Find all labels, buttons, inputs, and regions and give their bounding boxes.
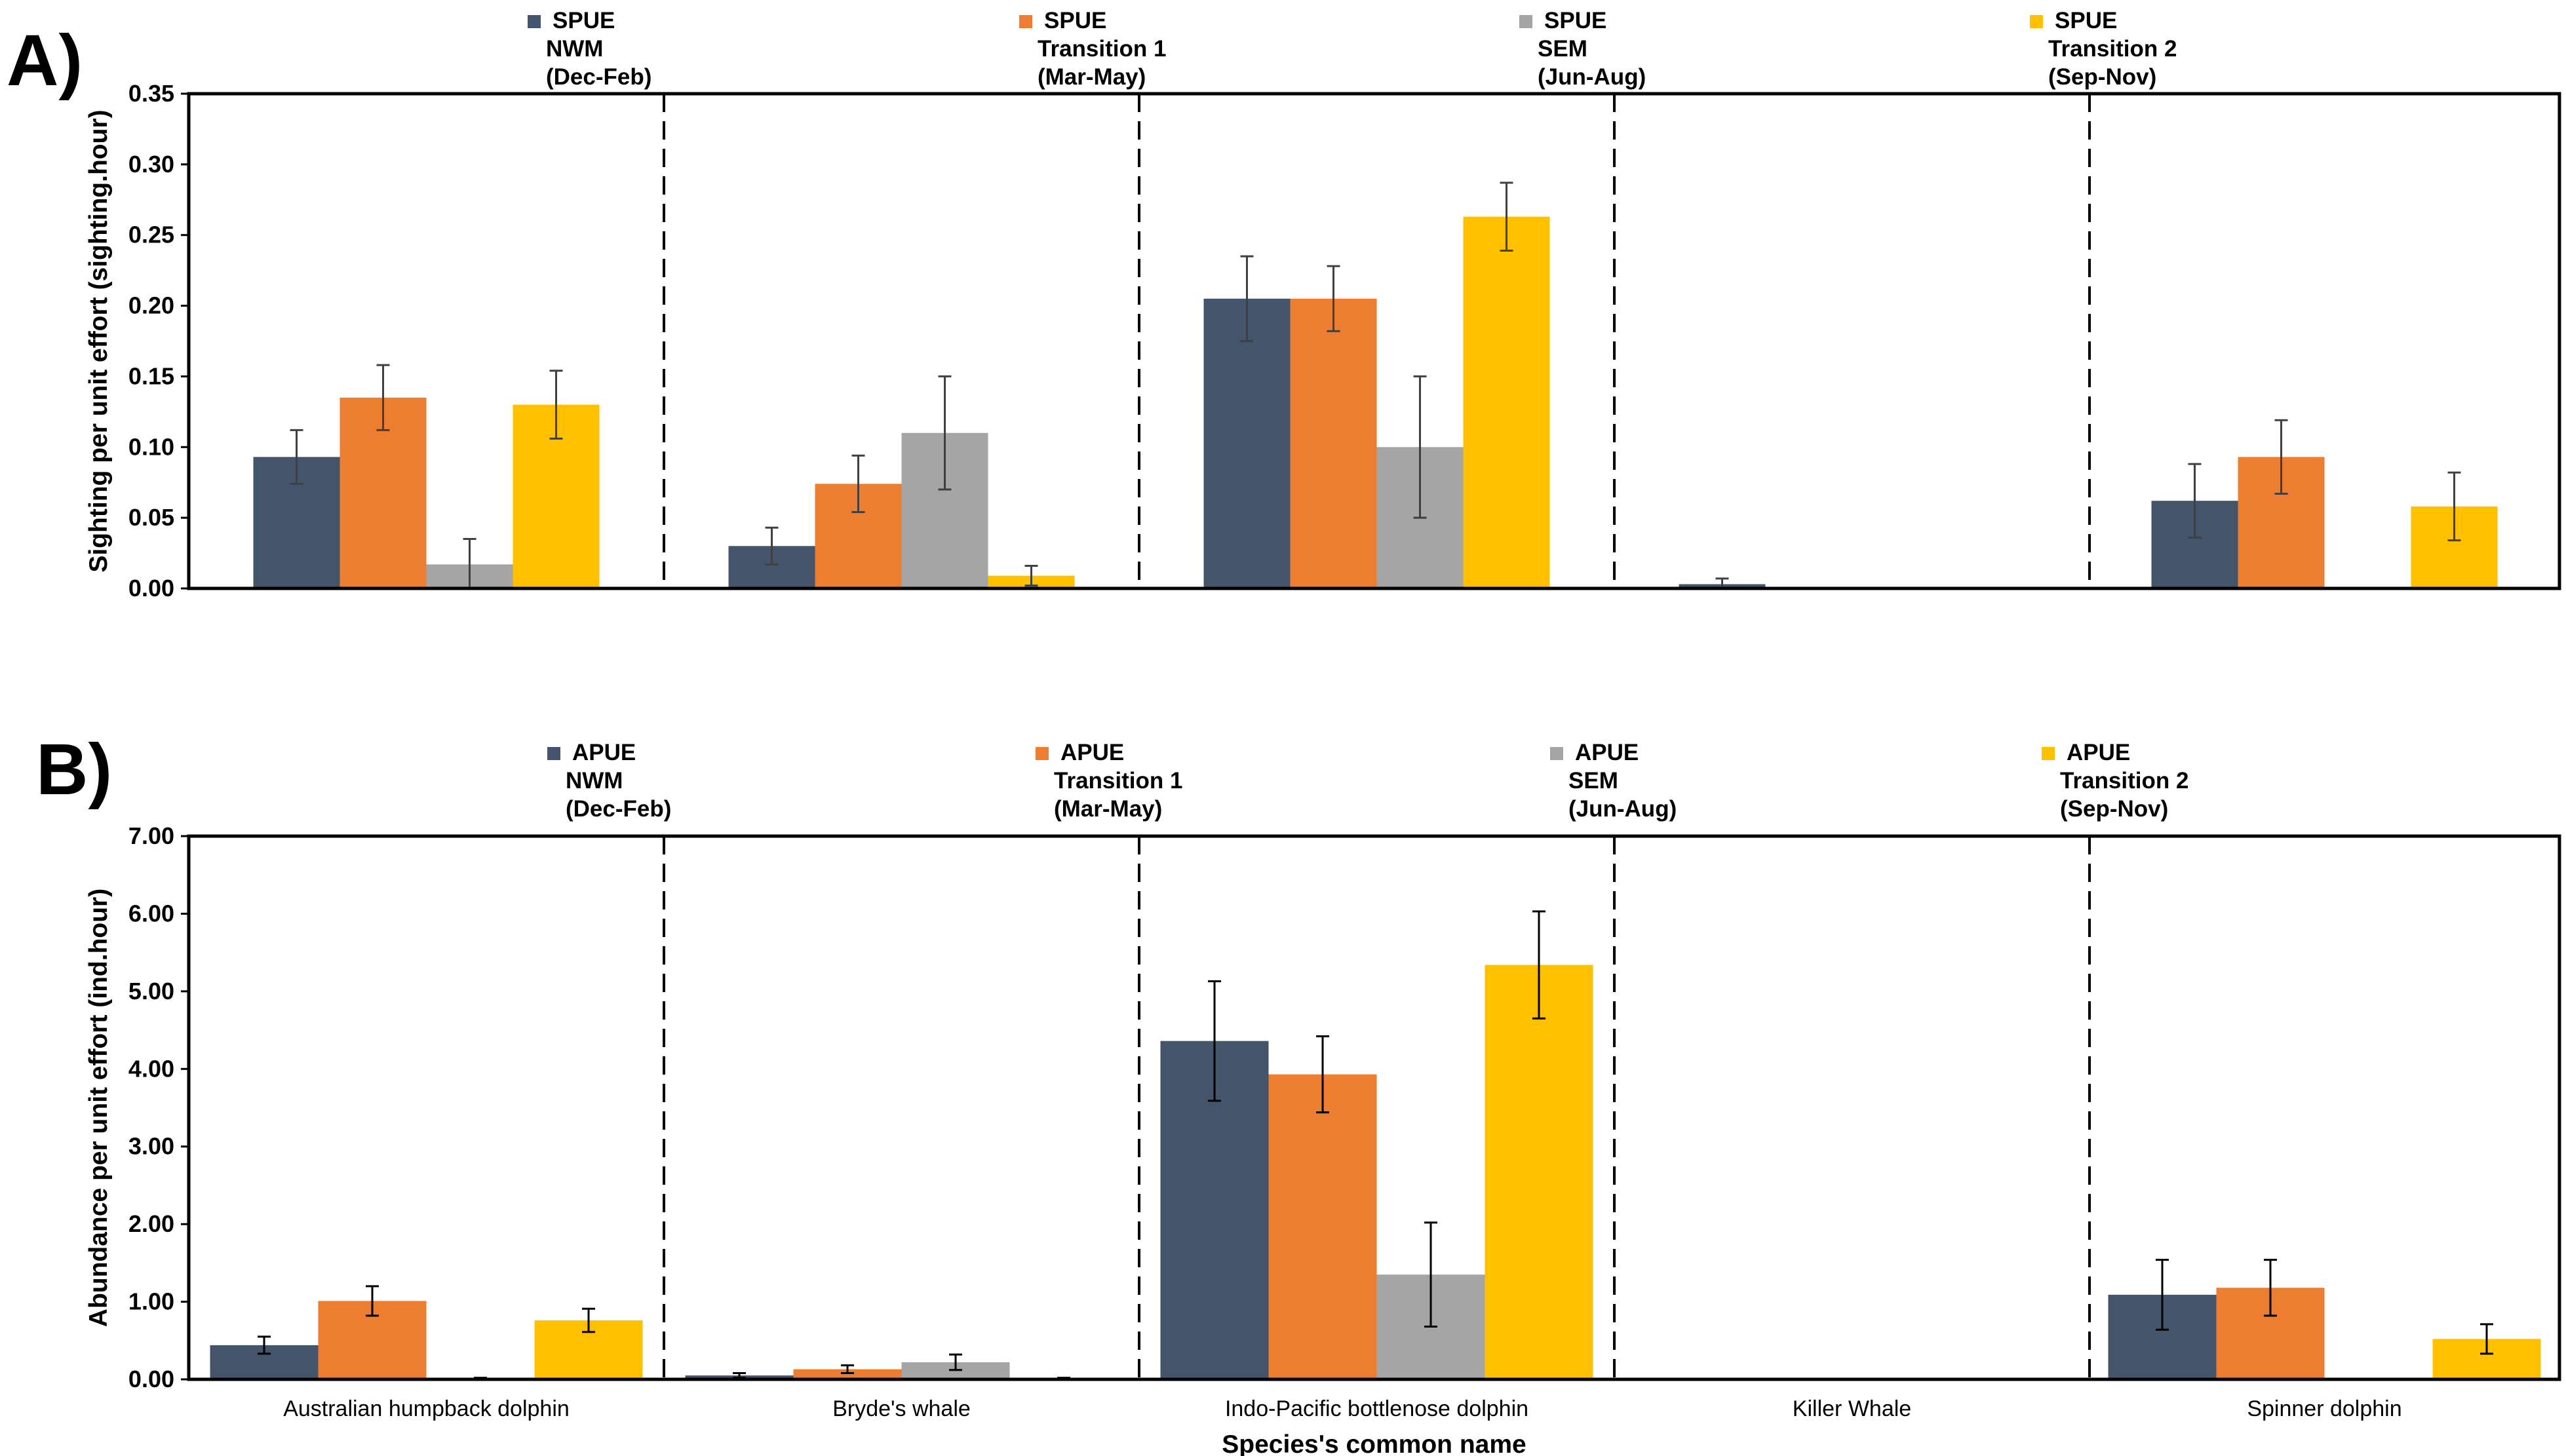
panelB-legend-swatch-t1	[1036, 747, 1049, 760]
panelB-y-tick-label: 3.00	[128, 1133, 174, 1160]
panelB-category-label: Australian humpback dolphin	[283, 1396, 570, 1421]
panelA-y-tick-label: 0.10	[128, 433, 174, 460]
panelB-legend-line1: APUE	[572, 740, 636, 765]
panelB-bar-t1-1	[793, 1369, 902, 1379]
panelB-legend-line3: (Dec-Feb)	[566, 796, 671, 822]
panelB-legend-swatch-t2	[2042, 747, 2055, 760]
panelA-y-tick-label: 0.25	[128, 221, 174, 248]
panelA-legend-line3: (Jun-Aug)	[1538, 64, 1646, 90]
panelA-bar-nwm-2	[1203, 298, 1291, 588]
panelB-category-label: Indo-Pacific bottlenose dolphin	[1225, 1396, 1528, 1421]
panelA-legend-swatch-nwm	[528, 15, 541, 28]
panelA-y-tick-label: 0.30	[128, 151, 174, 178]
panelB-bar-t2-2	[1485, 965, 1593, 1379]
panelA-y-tick-label: 0.15	[128, 362, 174, 389]
panelB-legend-line2: Transition 1	[1054, 768, 1182, 794]
panelB-legend-line3: (Jun-Aug)	[1568, 796, 1677, 822]
panelB-legend-line1: APUE	[2067, 740, 2130, 765]
panelA-legend-line3: (Sep-Nov)	[2048, 64, 2156, 90]
panelB-legend-line3: (Sep-Nov)	[2060, 796, 2168, 822]
panelA-y-axis-label: Sighting per unit effort (sighting.hour)	[85, 109, 113, 572]
panelB-y-tick-label: 7.00	[128, 822, 174, 849]
panelA-plot-frame	[187, 92, 2561, 590]
panelB-category-label: Bryde's whale	[832, 1396, 971, 1421]
panelB-x-axis-label: Species's common name	[1222, 1430, 1526, 1456]
panelA-legend-swatch-t2	[2030, 15, 2043, 28]
panelB-y-tick-label: 4.00	[128, 1055, 174, 1082]
panelB-legend-line3: (Mar-May)	[1054, 796, 1162, 822]
panelB-y-tick-label: 2.00	[128, 1210, 174, 1237]
panelA-legend-line1: SPUE	[1044, 8, 1106, 33]
panelA-y-tick-label: 0.35	[128, 80, 174, 107]
panelB-legend-line2: Transition 2	[2060, 768, 2188, 794]
panelA-legend-line2: Transition 2	[2048, 36, 2177, 62]
panelA-y-tick-label: 0.00	[128, 575, 174, 602]
panelA-legend-swatch-t1	[1019, 15, 1032, 28]
panelA-legend-line1: SPUE	[2055, 8, 2117, 33]
panelA-legend-line3: (Dec-Feb)	[546, 64, 651, 90]
panelB-legend-line2: NWM	[566, 768, 623, 794]
panelA-legend-swatch-sem	[1519, 15, 1532, 28]
panelB-bar-t1-2	[1268, 1074, 1377, 1379]
panelA-legend-line1: SPUE	[553, 8, 615, 33]
panelB-legend-line2: SEM	[1568, 768, 1618, 794]
panelB-y-tick-label: 5.00	[128, 978, 174, 1005]
panelA-y-tick-label: 0.20	[128, 292, 174, 319]
panelA-legend-line1: SPUE	[1544, 8, 1606, 33]
panelB-category-label: Killer Whale	[1793, 1396, 1911, 1421]
panelA-legend-line3: (Mar-May)	[1038, 64, 1146, 90]
panelB-y-tick-label: 1.00	[128, 1288, 174, 1315]
panelB-legend-swatch-nwm	[547, 747, 560, 760]
panelB-y-tick-label: 6.00	[128, 900, 174, 927]
panelA-legend-line2: SEM	[1538, 36, 1587, 62]
panelB-category-label: Spinner dolphin	[2247, 1396, 2401, 1421]
panelA-y-tick-label: 0.05	[128, 504, 174, 531]
panelB-plot-frame	[187, 834, 2561, 1381]
panelB-legend-line1: APUE	[1575, 740, 1639, 765]
panelB-legend-swatch-sem	[1550, 747, 1563, 760]
panelB-legend-line1: APUE	[1060, 740, 1124, 765]
panelB-y-axis-label: Abundance per unit effort (ind.hour)	[85, 889, 113, 1327]
panelA-legend-line2: Transition 1	[1038, 36, 1166, 62]
panelA-bar-t2-2	[1463, 216, 1550, 589]
panelA-panel-letter: A)	[7, 20, 83, 101]
panelA-bar-t1-2	[1290, 298, 1377, 588]
panelB-y-tick-label: 0.00	[128, 1366, 174, 1392]
panelA-legend-line2: NWM	[546, 36, 603, 62]
panelB-panel-letter: B)	[36, 729, 112, 810]
